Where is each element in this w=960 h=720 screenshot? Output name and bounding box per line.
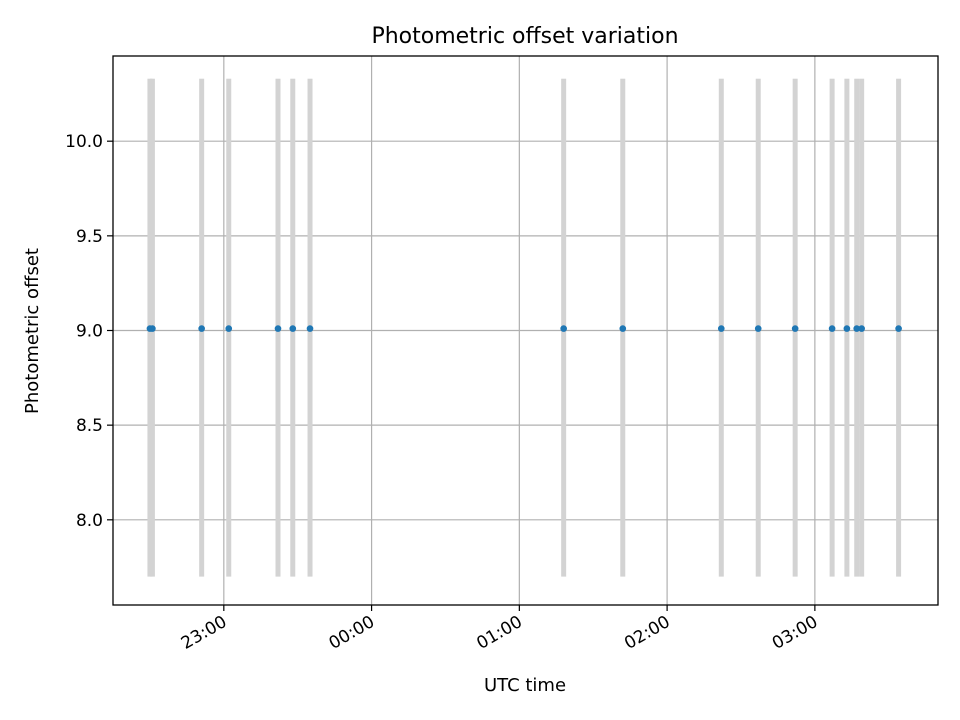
data-point xyxy=(560,325,567,332)
data-point xyxy=(843,325,851,332)
chart-title: Photometric offset variation xyxy=(371,24,678,49)
x-tick-label: 23:00 xyxy=(178,612,230,654)
x-axis: 23:00 00:00 01:00 02:00 03:00 xyxy=(178,605,821,654)
data-point xyxy=(853,325,861,332)
grid xyxy=(113,56,938,605)
data-point xyxy=(225,325,233,332)
y-tick-label: 8.5 xyxy=(76,416,103,436)
data-point xyxy=(791,325,799,332)
y-tick-label: 10.0 xyxy=(65,132,103,152)
data-point xyxy=(828,325,836,332)
x-tick-label: 01:00 xyxy=(473,612,525,654)
y-axis-label: Photometric offset xyxy=(22,248,43,414)
data-point xyxy=(717,325,725,332)
x-tick-label: 03:00 xyxy=(769,612,821,654)
data-point xyxy=(754,325,762,332)
y-tick-label: 9.5 xyxy=(76,227,103,247)
x-tick-label: 02:00 xyxy=(621,612,673,654)
data-point xyxy=(274,325,282,332)
data-point xyxy=(149,325,156,332)
data-point xyxy=(895,325,902,332)
y-axis: 8.0 8.5 9.0 9.5 10.0 xyxy=(65,132,113,531)
data-point xyxy=(306,325,314,332)
error-bars xyxy=(147,78,902,577)
y-tick-label: 9.0 xyxy=(76,322,103,342)
data-point xyxy=(198,325,205,332)
data-point xyxy=(619,325,627,332)
x-axis-label: UTC time xyxy=(484,675,566,696)
data-point xyxy=(289,325,297,332)
data-point xyxy=(858,325,865,332)
x-tick-label: 00:00 xyxy=(326,612,378,654)
y-tick-label: 8.0 xyxy=(76,511,103,531)
data-points xyxy=(146,325,902,332)
